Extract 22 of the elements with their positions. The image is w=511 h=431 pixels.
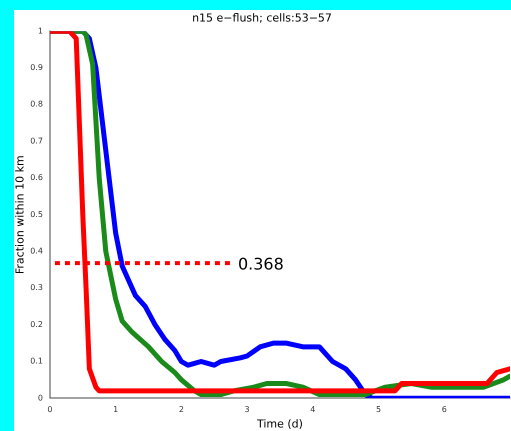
y-tick-label: 0.7	[30, 136, 43, 146]
y-tick-label: 0.1	[30, 356, 43, 366]
y-tick-label: 0.3	[30, 283, 43, 292]
y-tick-label: 0.9	[30, 62, 43, 72]
y-tick-label: 0.5	[30, 210, 43, 219]
x-axis-title: Time (d)	[256, 417, 303, 430]
y-tick-label: 0.6	[30, 173, 43, 182]
x-tick-label: 4	[310, 405, 316, 414]
y-tick-label: 0.2	[30, 320, 43, 329]
x-tick-label: 2	[178, 405, 184, 414]
y-axis-title: Fraction within 10 km	[13, 155, 26, 274]
x-tick-label: 1	[113, 405, 118, 414]
y-tick-label: 1	[38, 26, 43, 36]
chart-title: n15 e−flush; cells:53−57	[192, 11, 332, 24]
x-tick-label: 0	[47, 405, 52, 414]
y-tick-label: 0.4	[30, 246, 43, 256]
y-tick-label: 0.8	[30, 100, 43, 109]
ref-line-label: 0.368	[238, 254, 284, 274]
y-tick-label: 0	[38, 393, 43, 402]
x-tick-label: 6	[442, 405, 447, 414]
x-tick-label: 5	[376, 405, 382, 414]
x-tick-label: 3	[244, 405, 250, 414]
